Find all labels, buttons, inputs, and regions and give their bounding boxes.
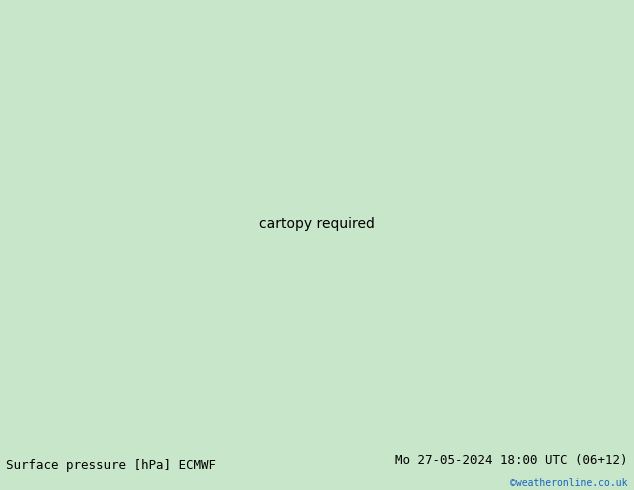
Text: cartopy required: cartopy required	[259, 217, 375, 231]
Text: ©weatheronline.co.uk: ©weatheronline.co.uk	[510, 477, 628, 488]
Text: Mo 27-05-2024 18:00 UTC (06+12): Mo 27-05-2024 18:00 UTC (06+12)	[395, 454, 628, 466]
Text: Surface pressure [hPa] ECMWF: Surface pressure [hPa] ECMWF	[6, 459, 216, 471]
